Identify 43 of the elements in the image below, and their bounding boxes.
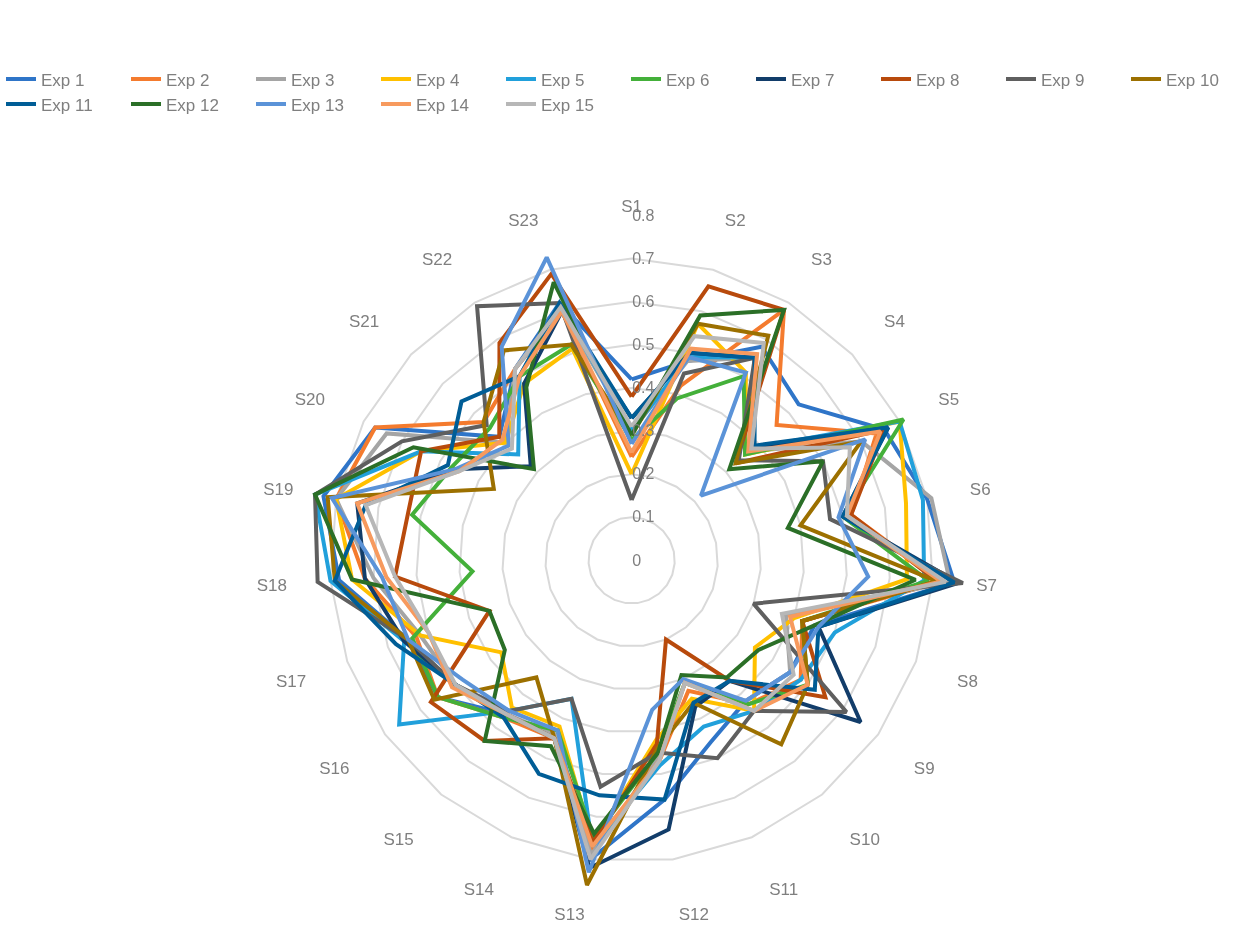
y-tick-label: 0.3 xyxy=(632,422,655,440)
legend-label: Exp 11 xyxy=(41,95,93,115)
spoke-label: S9 xyxy=(913,759,935,779)
spoke-label: S4 xyxy=(884,311,905,331)
legend-label: Exp 13 xyxy=(291,95,344,115)
y-tick-label: 0 xyxy=(632,551,642,569)
spoke-label: S23 xyxy=(508,211,539,231)
spoke-label: S18 xyxy=(256,576,288,596)
legend-label: Exp 15 xyxy=(541,95,594,115)
spoke-label: S12 xyxy=(678,905,709,925)
spoke-label: S6 xyxy=(969,480,991,500)
legend-label: Exp 9 xyxy=(1041,70,1085,90)
spoke-label: S21 xyxy=(348,311,380,331)
legend-label: Exp 4 xyxy=(416,70,460,90)
legend-label: Exp 10 xyxy=(1166,70,1219,90)
legend-label: Exp 12 xyxy=(166,95,219,115)
spoke-label: S10 xyxy=(849,830,880,850)
spoke-label: S8 xyxy=(957,672,978,692)
spoke-label: S16 xyxy=(319,759,350,779)
spoke-label: S7 xyxy=(976,576,998,596)
y-tick-label: 0.1 xyxy=(632,508,655,526)
legend-label: Exp 2 xyxy=(166,70,210,90)
spoke-label: S2 xyxy=(724,211,746,231)
spoke-label: S5 xyxy=(938,390,960,410)
y-tick-label: 0.5 xyxy=(632,336,655,354)
legend-label: Exp 6 xyxy=(666,70,710,90)
y-tick-label: 0.7 xyxy=(632,249,655,267)
legend-label: Exp 5 xyxy=(541,70,585,90)
spoke-label: S3 xyxy=(811,250,832,270)
spoke-label: S11 xyxy=(769,880,799,900)
legend-label: Exp 1 xyxy=(41,70,85,90)
legend-label: Exp 8 xyxy=(916,70,960,90)
spoke-label: S19 xyxy=(263,480,294,500)
spoke-label: S17 xyxy=(275,672,307,692)
spoke-label: S13 xyxy=(554,905,585,925)
spoke-label: S15 xyxy=(383,830,414,850)
legend-label: Exp 14 xyxy=(416,95,469,115)
spoke-label: S22 xyxy=(421,250,453,270)
y-tick-label: 0.6 xyxy=(632,292,655,310)
spoke-label: S14 xyxy=(463,880,495,900)
legend-label: Exp 7 xyxy=(791,70,835,90)
legend-label: Exp 3 xyxy=(291,70,335,90)
spoke-label: S20 xyxy=(294,390,325,410)
